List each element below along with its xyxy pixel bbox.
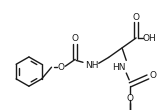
Text: O: O xyxy=(149,71,156,80)
Text: OH: OH xyxy=(143,34,157,43)
Text: O: O xyxy=(127,94,134,103)
Text: NH: NH xyxy=(85,61,99,70)
Text: O: O xyxy=(133,13,140,22)
Text: O: O xyxy=(72,34,79,43)
Text: O: O xyxy=(58,63,65,72)
Text: HN: HN xyxy=(112,63,125,72)
